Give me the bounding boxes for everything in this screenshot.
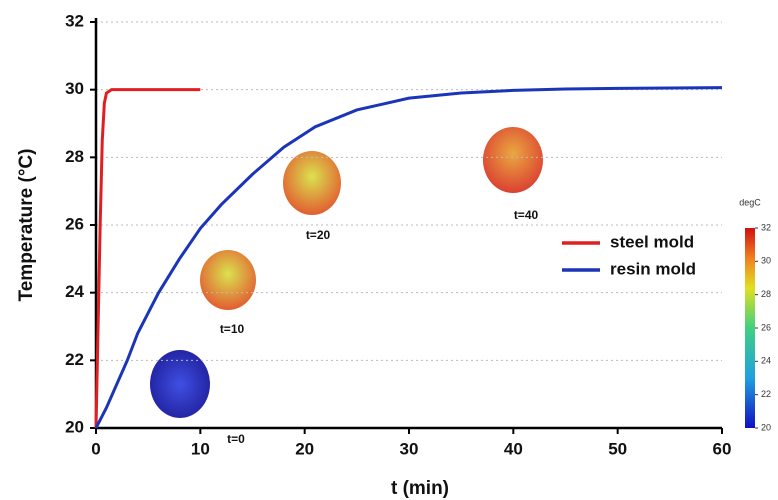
y-tick-label: 26 bbox=[65, 214, 84, 233]
y-tick-label: 20 bbox=[65, 417, 84, 436]
legend-label: resin mold bbox=[610, 259, 696, 278]
colorbar-tick-label: 28 bbox=[761, 289, 771, 299]
x-tick-label: 10 bbox=[191, 439, 210, 458]
annotation: t=0 bbox=[227, 432, 245, 446]
y-tick-label: 28 bbox=[65, 147, 84, 166]
line bbox=[94, 88, 201, 429]
x-axis-title: t (min) bbox=[391, 478, 449, 499]
colorbar-label: degC bbox=[739, 197, 761, 207]
x-tick-label: 0 bbox=[91, 439, 100, 458]
colorbar-tick-label: 26 bbox=[761, 322, 771, 332]
mold-image bbox=[200, 250, 256, 310]
y-tick-label: 32 bbox=[65, 11, 84, 30]
mold-images bbox=[150, 127, 543, 418]
x-tick-label: 40 bbox=[504, 439, 523, 458]
line bbox=[94, 86, 723, 429]
x-tick-label: 60 bbox=[713, 439, 732, 458]
x-tick-label: 20 bbox=[295, 439, 314, 458]
colorbar-tick-label: 20 bbox=[761, 422, 771, 432]
annotation: t=20 bbox=[306, 228, 331, 242]
y-tick-label: 22 bbox=[65, 350, 84, 369]
colorbar-tick-label: 24 bbox=[761, 356, 771, 366]
mold-image bbox=[283, 151, 341, 215]
annotation: t=10 bbox=[220, 322, 245, 336]
mold-image bbox=[150, 350, 210, 418]
x-tick-label: 50 bbox=[608, 439, 627, 458]
colorbar bbox=[745, 228, 755, 428]
colorbar-tick-label: 32 bbox=[761, 222, 771, 232]
y-tick-label: 30 bbox=[65, 79, 84, 98]
x-tick-label: 30 bbox=[400, 439, 419, 458]
colorbar-tick-label: 22 bbox=[761, 389, 771, 399]
y-axis-title: Temperature (°C) bbox=[16, 149, 37, 302]
colorbar-tick-label: 30 bbox=[761, 256, 771, 266]
annotation: t=40 bbox=[514, 208, 539, 222]
y-tick-label: 24 bbox=[65, 282, 84, 301]
legend-label: steel mold bbox=[610, 232, 694, 251]
mold-image bbox=[483, 127, 543, 193]
